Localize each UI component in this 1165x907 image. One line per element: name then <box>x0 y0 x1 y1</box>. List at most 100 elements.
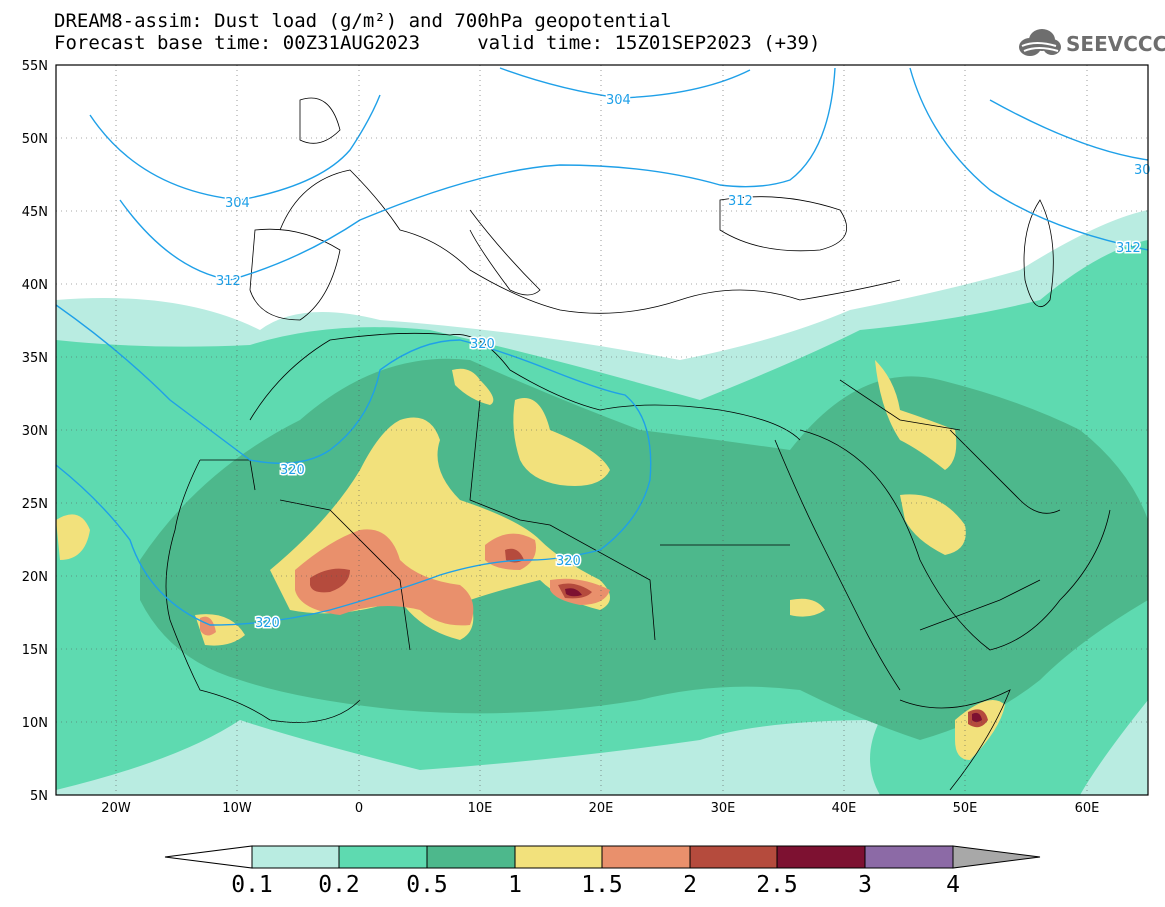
coast-arabia <box>799 429 1111 651</box>
contour-304-west <box>89 94 381 201</box>
coast-iberia <box>249 228 341 321</box>
colorbar-swatch <box>689 845 778 869</box>
logo-text: SEEVCCC <box>1066 32 1165 56</box>
longitude-axis: 20W 10W 0 10E 20E 30E 40E 50E 60E <box>101 801 1099 816</box>
dust-band-1-iraq <box>875 360 957 470</box>
colorbar-label: 4 <box>946 872 960 898</box>
lat-label: 55N <box>22 59 48 74</box>
lat-label: 20N <box>22 570 48 585</box>
border-sahara-1 <box>279 499 411 651</box>
colorbar-swatch <box>514 845 603 869</box>
contour-label: 30 <box>1134 163 1151 178</box>
colorbar-swatch <box>251 845 340 869</box>
colorbar-label: 2 <box>683 872 697 898</box>
coast-black-sea <box>719 196 848 252</box>
contour-label: 320 <box>280 463 305 478</box>
colorbar <box>164 845 1041 869</box>
lon-label: 10E <box>468 801 493 816</box>
latitude-axis: 55N 50N 45N 40N 35N 30N 25N 20N 15N 10N … <box>22 59 48 804</box>
dust-band-1-somalia <box>955 700 1005 760</box>
dust-band-2-mali <box>310 568 350 593</box>
contour-label: 304 <box>606 93 631 108</box>
colorbar-swatch <box>776 845 866 869</box>
colorbar-high-arrow <box>952 845 1041 869</box>
coast-europe <box>279 169 901 314</box>
dust-band-2.5-somalia <box>972 712 982 722</box>
contour-label: 312 <box>216 274 241 289</box>
lat-label: 35N <box>22 351 48 366</box>
contour-312-center <box>119 67 836 281</box>
colorbar-swatch <box>426 845 516 869</box>
coast-italy <box>469 209 541 296</box>
colorbar-label: 2.5 <box>756 872 798 898</box>
contour-30-east <box>989 99 1148 161</box>
contour-label: 312 <box>728 194 753 209</box>
seevccc-logo: SEEVCCC <box>1016 28 1165 58</box>
dust-band-1-arabia <box>900 494 966 555</box>
lon-label: 50E <box>953 801 978 816</box>
contour-312-east <box>909 67 1148 251</box>
colorbar-swatch <box>338 845 428 869</box>
contour-320-north <box>56 304 652 561</box>
colorbar-label: 0.2 <box>318 872 360 898</box>
dust-band-1-libya <box>513 398 610 486</box>
lat-label: 5N <box>30 789 48 804</box>
coastlines <box>165 97 1111 791</box>
colorbar-label: 3 <box>858 872 872 898</box>
cloud-icon <box>1019 29 1061 56</box>
coast-horn <box>899 689 1011 791</box>
coast-africa-west <box>165 459 361 723</box>
lon-label: 30E <box>711 801 736 816</box>
lat-label: 30N <box>22 424 48 439</box>
colorbar-swatch <box>864 845 954 869</box>
dust-band-1-atlantic <box>56 514 90 560</box>
dust-band-1-sudan <box>790 598 825 617</box>
map-title: DREAM8-assim: Dust load (g/m²) and 700hP… <box>54 10 672 32</box>
dust-field <box>56 210 1148 795</box>
map-frame <box>55 64 1149 796</box>
dust-band-1.5-mali <box>295 529 474 626</box>
colorbar-low-arrow <box>164 845 253 869</box>
lon-label: 20E <box>589 801 614 816</box>
border-arabia-2 <box>919 579 1041 631</box>
geopotential-contours <box>56 67 1148 626</box>
contour-labels: 304 304 312 312 312 320 320 320 320 30 <box>215 92 1153 633</box>
dust-band-1-tunisia <box>452 368 494 405</box>
contour-label: 320 <box>556 554 581 569</box>
dust-band-1.5-senegal <box>200 616 216 636</box>
contour-320-south <box>56 464 531 626</box>
lat-label: 25N <box>22 497 48 512</box>
contour-label: 304 <box>225 196 250 211</box>
colorbar-label: 0.1 <box>231 872 273 898</box>
contour-label: 312 <box>1116 241 1141 256</box>
colorbar-label: 0.5 <box>406 872 448 898</box>
lat-label: 40N <box>22 278 48 293</box>
lon-label: 0 <box>355 801 363 816</box>
lon-label: 40E <box>832 801 857 816</box>
dust-band-2.5-chad <box>565 588 582 597</box>
border-sahara-2 <box>469 399 656 641</box>
lon-label: 10W <box>222 801 252 816</box>
lat-label: 10N <box>22 716 48 731</box>
contour-label: 320 <box>470 337 495 352</box>
colorbar-label: 1 <box>508 872 522 898</box>
contour-304-north <box>499 67 751 99</box>
lat-label: 45N <box>22 205 48 220</box>
coast-uk <box>299 97 341 144</box>
contour-label: 320 <box>255 616 280 631</box>
colorbar-swatch <box>601 845 691 869</box>
colorbar-label: 1.5 <box>581 872 623 898</box>
forecast-time: Forecast base time: 00Z31AUG2023 valid t… <box>54 32 821 54</box>
coast-persian-gulf <box>949 429 1061 514</box>
graticule <box>56 65 1148 795</box>
coast-red-sea <box>774 439 901 691</box>
lon-label: 20W <box>101 801 131 816</box>
lat-label: 50N <box>22 132 48 147</box>
border-arabia-1 <box>839 379 961 431</box>
lon-label: 60E <box>1075 801 1100 816</box>
lat-label: 15N <box>22 643 48 658</box>
coast-africa-north <box>249 332 801 441</box>
dust-band-2-niger <box>505 548 524 563</box>
coast-caspian <box>1023 199 1054 307</box>
